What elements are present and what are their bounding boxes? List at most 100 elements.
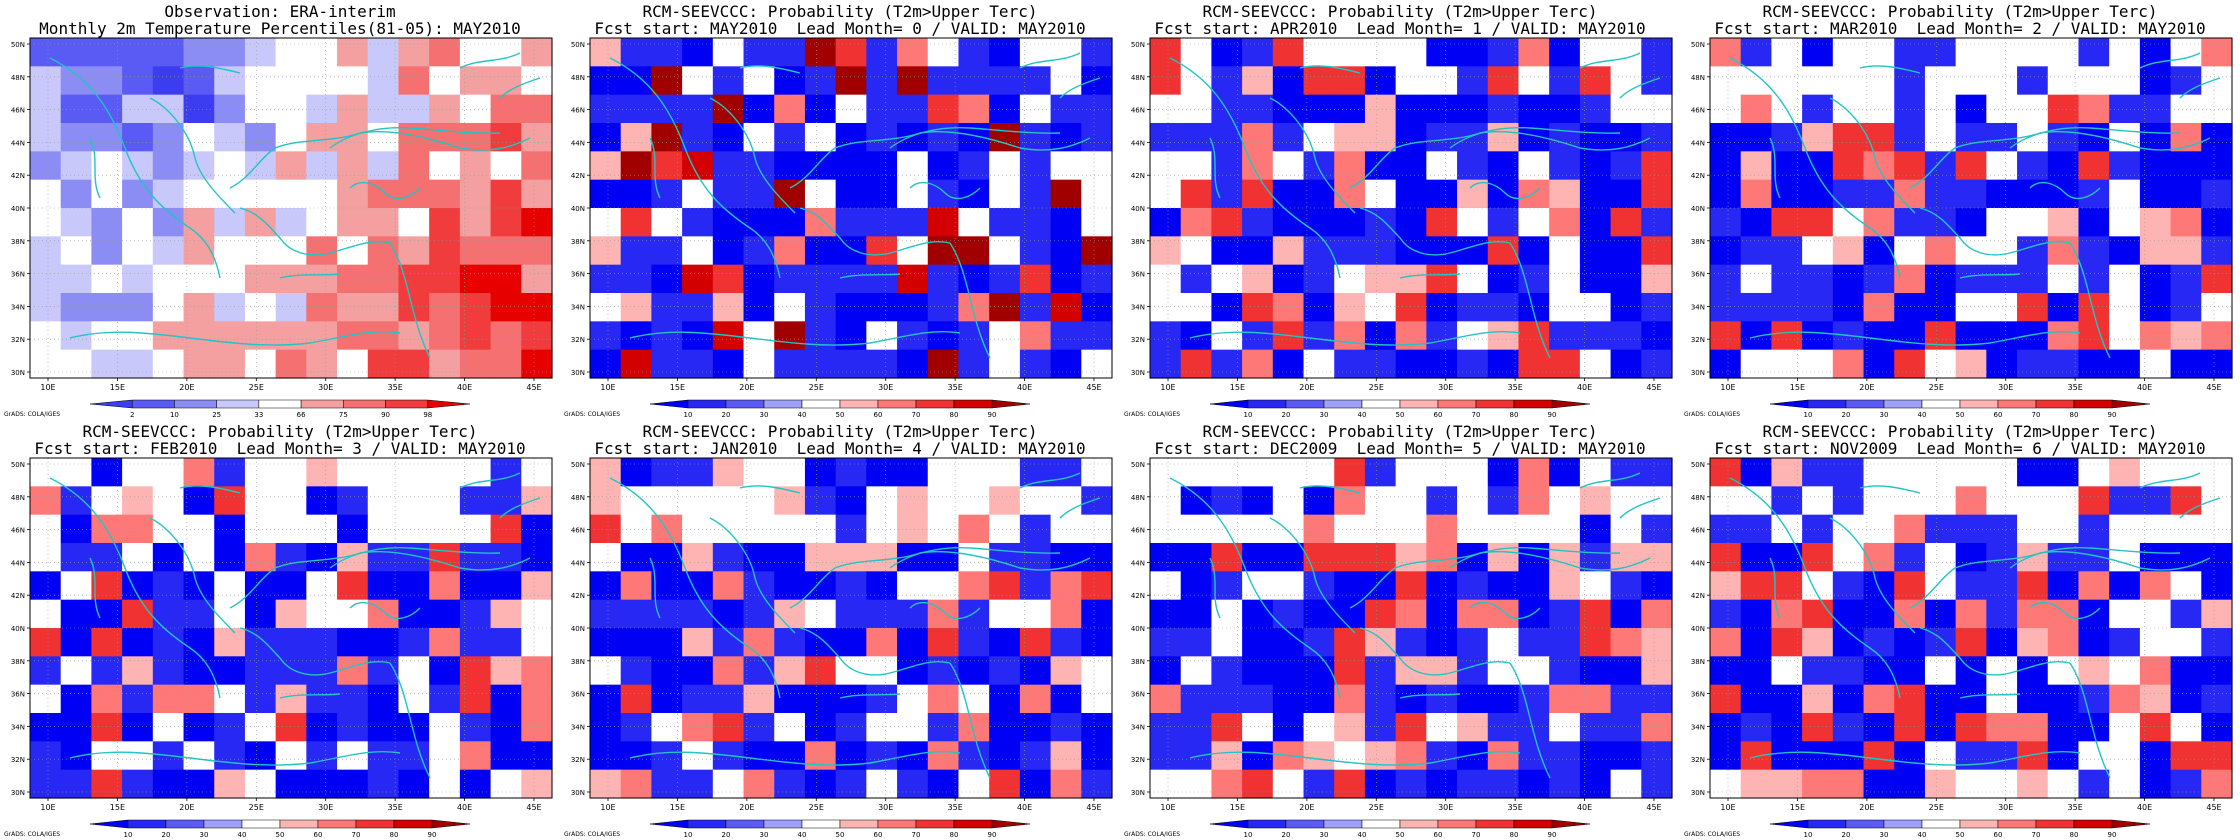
- grid-cell: [1740, 599, 1773, 629]
- grid-cell: [682, 543, 714, 572]
- coastline: [1469, 181, 1541, 200]
- lon-tick-label: 30E: [1438, 803, 1453, 812]
- colorbar-swatch: [1475, 399, 1515, 409]
- grid-cell: [1549, 123, 1581, 152]
- grid-cell: [490, 179, 522, 209]
- grid-cell: [2201, 628, 2233, 657]
- grid-cell: [459, 94, 492, 124]
- grid-cell: [1894, 321, 1926, 351]
- grid-cell: [1242, 458, 1274, 487]
- lat-tick-label: 50N: [1131, 461, 1145, 469]
- grid-cell: [1641, 599, 1673, 629]
- coastline: [49, 477, 221, 699]
- grid-cell: [122, 66, 154, 96]
- colorbar-label: 30: [760, 411, 769, 419]
- grid-cell: [429, 293, 461, 322]
- grid-cell: [306, 741, 338, 771]
- grid-cell: [2139, 741, 2172, 771]
- colorbar-label: 80: [950, 831, 959, 839]
- grid-cell: [275, 38, 307, 67]
- grid-cell: [30, 236, 62, 266]
- grid-cell: [651, 741, 683, 771]
- grid-cell: [30, 713, 62, 742]
- grid-cell: [1955, 769, 1987, 799]
- coastline: [649, 137, 661, 199]
- grid-cell: [2017, 293, 2049, 322]
- lat-tick-label: 48N: [11, 494, 25, 502]
- colorbar-label: 10: [1244, 411, 1253, 419]
- grid-cell: [958, 264, 990, 294]
- grid-cell: [1549, 486, 1581, 516]
- grid-cell: [1955, 599, 1987, 629]
- colorbar-swatch: [991, 399, 1031, 409]
- grid-cell: [2047, 151, 2080, 181]
- grid-cell: [490, 713, 522, 742]
- grid-cell: [1549, 179, 1581, 209]
- grid-cell: [275, 264, 307, 294]
- grid-cell: [835, 179, 867, 209]
- lat-tick-label: 40N: [571, 205, 585, 213]
- grid-cell: [60, 321, 93, 351]
- grid-cell: [1457, 458, 1489, 487]
- grid-cell: [275, 123, 307, 152]
- grid-cell: [897, 151, 929, 181]
- grid-cell: [1050, 66, 1082, 96]
- grid-cell: [1802, 486, 1834, 516]
- grid-cell: [743, 458, 775, 487]
- grid-cell: [1771, 713, 1803, 742]
- grid-cell: [1303, 571, 1335, 601]
- lat-tick-label: 50N: [571, 41, 585, 49]
- grid-cell: [1150, 571, 1182, 601]
- grid-cell: [897, 656, 929, 686]
- grid-cell: [651, 458, 683, 487]
- coastline: [179, 65, 241, 74]
- grid-cell: [30, 321, 62, 351]
- grid-cell: [1081, 321, 1113, 351]
- grid-cell: [2139, 179, 2172, 209]
- grid-cell: [1771, 349, 1803, 379]
- grid-cell: [367, 208, 400, 237]
- grid-cell: [1863, 628, 1895, 657]
- colorbar-swatch: [1399, 399, 1439, 409]
- grid-cell: [1894, 741, 1926, 771]
- grid-cell: [1710, 179, 1742, 209]
- grid-cell: [1832, 628, 1865, 657]
- grid-cell: [1518, 264, 1550, 294]
- grid-cell: [2047, 321, 2080, 351]
- grid-cell: [2201, 458, 2233, 487]
- grid-cell: [1610, 94, 1642, 124]
- grid-cell: [152, 684, 185, 714]
- grid-cell: [2109, 208, 2141, 237]
- coastline: [149, 517, 236, 634]
- grid-cell: [1863, 321, 1895, 351]
- grid-cell: [1986, 628, 2018, 657]
- coastline: [2029, 601, 2101, 620]
- grid-cell: [1986, 486, 2018, 516]
- grid-cell: [521, 741, 553, 771]
- grid-cell: [183, 458, 215, 487]
- grid-cell: [804, 514, 837, 544]
- grid-cell: [1863, 349, 1895, 379]
- grid-cell: [712, 179, 745, 209]
- grid-cell: [1150, 514, 1182, 544]
- grid-cell: [1242, 208, 1274, 237]
- lat-tick-label: 32N: [571, 336, 585, 344]
- grid-cell: [958, 514, 990, 544]
- grid-cell: [743, 543, 775, 572]
- lon-tick-label: 15E: [670, 803, 685, 812]
- grid-cell: [214, 543, 246, 572]
- grid-cell: [2201, 486, 2233, 516]
- grid-cell: [1426, 293, 1458, 322]
- grid-cell: [1150, 741, 1182, 771]
- grid-cell: [1641, 94, 1673, 124]
- grid-cell: [1579, 123, 1612, 152]
- grid-cell: [429, 486, 461, 516]
- grid-cell: [244, 741, 277, 771]
- grid-cell: [244, 38, 277, 67]
- grid-cell: [1710, 628, 1742, 657]
- grid-cell: [590, 264, 622, 294]
- grid-cell: [1364, 713, 1397, 742]
- grid-cell: [804, 38, 837, 67]
- grid-cell: [989, 179, 1021, 209]
- grid-cell: [651, 713, 683, 742]
